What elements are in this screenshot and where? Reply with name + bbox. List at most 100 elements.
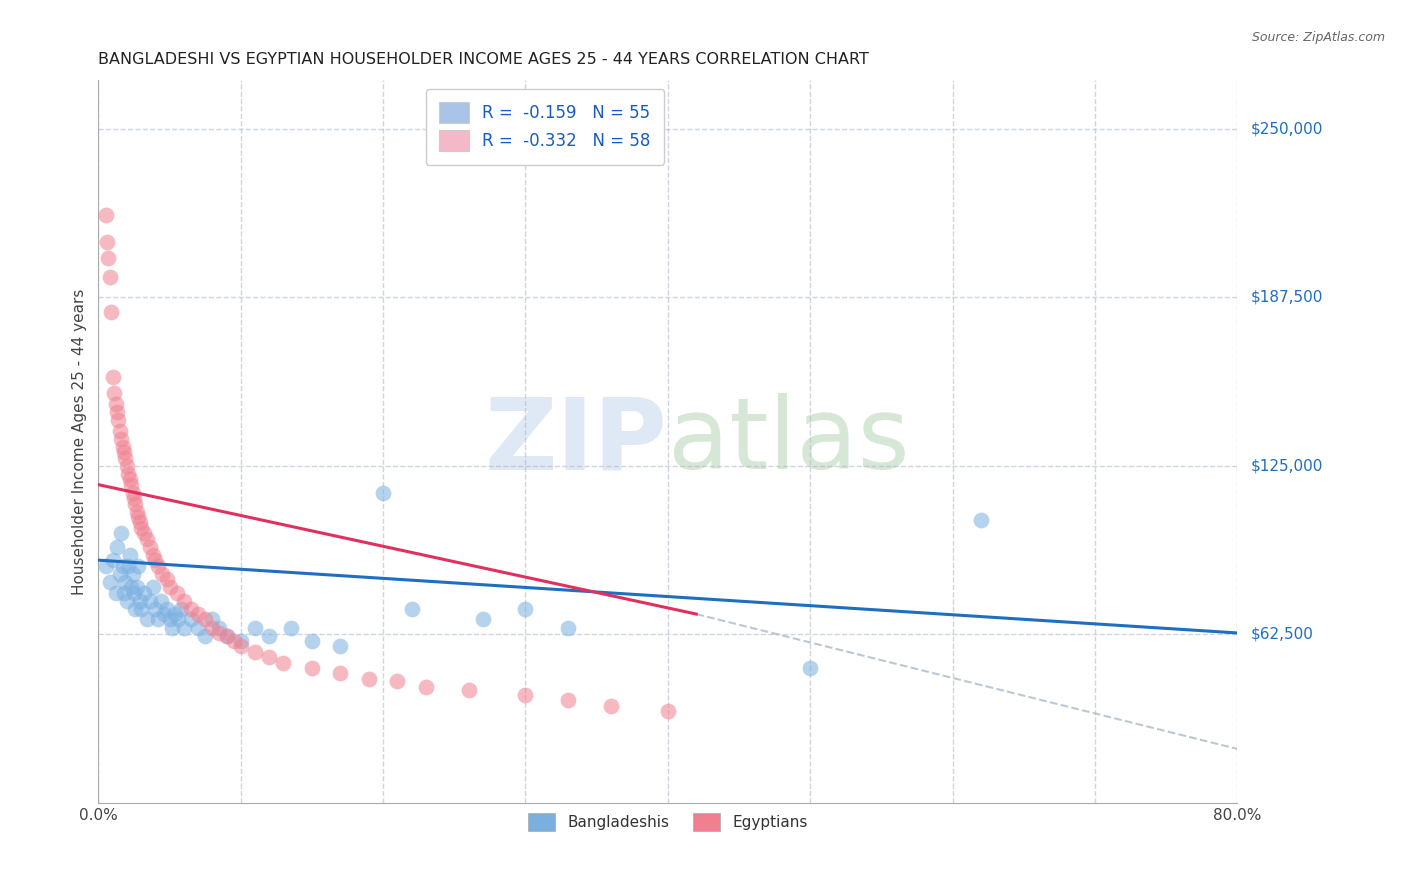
Point [104, 585, 127, 599]
Point [124, 601, 146, 615]
Text: $62,500: $62,500 [1251, 627, 1315, 642]
Point [114, 574, 136, 589]
Point [229, 634, 252, 648]
Point [125, 505, 148, 519]
Point [215, 629, 238, 643]
Point [329, 640, 352, 654]
Point [187, 621, 209, 635]
Text: Source: ZipAtlas.com: Source: ZipAtlas.com [1251, 31, 1385, 45]
Point [101, 553, 124, 567]
Point [515, 601, 537, 615]
Point [127, 558, 149, 573]
Point [132, 585, 155, 599]
Point [121, 566, 143, 581]
Point [97, 251, 120, 265]
Point [111, 440, 134, 454]
Point [118, 548, 141, 562]
Point [357, 672, 380, 686]
Point [229, 640, 252, 654]
Point [145, 553, 167, 567]
Point [208, 621, 231, 635]
Point [101, 369, 124, 384]
Point [173, 593, 195, 607]
Point [98, 270, 121, 285]
Point [105, 540, 128, 554]
Point [167, 612, 190, 626]
Point [301, 634, 323, 648]
Point [141, 580, 163, 594]
Point [187, 607, 209, 621]
Point [280, 621, 302, 635]
Point [156, 601, 179, 615]
Y-axis label: Householder Income Ages 25 - 44 years: Householder Income Ages 25 - 44 years [72, 288, 87, 595]
Point [111, 558, 134, 573]
Point [115, 593, 138, 607]
Point [259, 650, 281, 665]
Point [117, 467, 139, 481]
Point [373, 485, 395, 500]
Point [104, 397, 127, 411]
Legend: Bangladeshis, Egyptians: Bangladeshis, Egyptians [520, 805, 815, 838]
Point [118, 472, 141, 486]
Point [100, 305, 122, 319]
Point [132, 526, 155, 541]
Point [166, 585, 188, 599]
Point [112, 585, 135, 599]
Point [173, 621, 195, 635]
Point [120, 477, 142, 491]
Point [259, 629, 281, 643]
Point [150, 593, 173, 607]
Point [135, 532, 157, 546]
Point [96, 235, 118, 249]
Point [180, 612, 202, 626]
Point [515, 688, 537, 702]
Point [115, 458, 138, 473]
Point [122, 491, 145, 505]
Point [108, 424, 131, 438]
Point [170, 601, 193, 615]
Point [387, 674, 409, 689]
Point [124, 497, 146, 511]
Point [159, 580, 181, 594]
Text: $250,000: $250,000 [1251, 121, 1323, 136]
Point [180, 601, 202, 615]
Point [557, 693, 579, 707]
Point [114, 450, 136, 465]
Point [138, 540, 160, 554]
Point [162, 621, 184, 635]
Point [194, 612, 217, 626]
Text: $125,000: $125,000 [1251, 458, 1323, 474]
Point [156, 572, 179, 586]
Point [108, 566, 131, 581]
Point [201, 612, 224, 626]
Point [117, 558, 139, 573]
Point [222, 634, 245, 648]
Point [208, 626, 231, 640]
Point [129, 601, 152, 615]
Point [128, 593, 150, 607]
Point [657, 704, 679, 718]
Point [301, 661, 323, 675]
Point [159, 612, 181, 626]
Text: $187,500: $187,500 [1251, 290, 1323, 305]
Point [152, 566, 174, 581]
Point [401, 601, 423, 615]
Point [121, 485, 143, 500]
Point [201, 621, 224, 635]
Point [94, 208, 117, 222]
Point [94, 558, 117, 573]
Point [129, 521, 152, 535]
Point [98, 574, 121, 589]
Point [165, 607, 187, 621]
Point [105, 405, 128, 419]
Point [457, 682, 479, 697]
Point [127, 510, 149, 524]
Point [329, 666, 352, 681]
Point [600, 698, 623, 713]
Point [112, 445, 135, 459]
Point [145, 601, 167, 615]
Point [141, 548, 163, 562]
Point [273, 656, 295, 670]
Point [122, 585, 145, 599]
Point [153, 607, 176, 621]
